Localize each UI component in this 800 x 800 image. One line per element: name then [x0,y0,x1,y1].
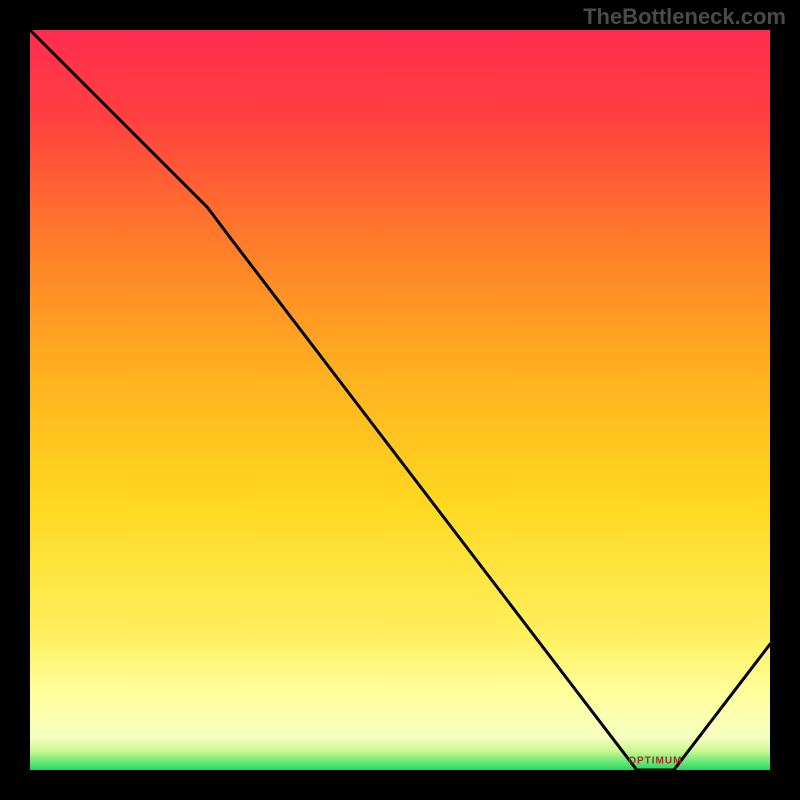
bottleneck-curve [30,30,770,770]
plot-area: OPTIMUM [30,30,770,770]
curve-path [30,30,770,770]
optimum-marker: OPTIMUM [628,756,682,767]
watermark-text: TheBottleneck.com [583,4,786,30]
